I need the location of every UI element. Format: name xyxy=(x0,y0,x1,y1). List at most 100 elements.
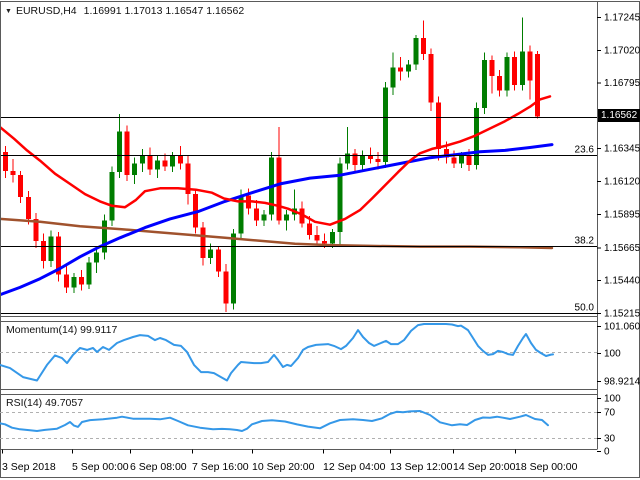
candle-body xyxy=(18,175,24,198)
momentum-axis-label: 101.0602 xyxy=(604,322,640,333)
rsi-axis-label: 70 xyxy=(604,408,616,419)
candle-body xyxy=(253,208,259,221)
candle-body xyxy=(147,154,153,170)
candle-body xyxy=(360,154,366,165)
candle-body xyxy=(132,163,138,176)
time-axis-label: 3 Sep 2018 xyxy=(2,461,56,473)
candle-body xyxy=(345,153,350,164)
time-axis-label: 10 Sep 20:00 xyxy=(252,461,315,473)
candle-body xyxy=(352,153,358,165)
chart-ohlc-values: 1.16991 1.17013 1.16547 1.16562 xyxy=(83,5,245,17)
chart-title: ▼ EURUSD,H4 1.16991 1.17013 1.16547 1.1656… xyxy=(5,5,244,17)
candle-body xyxy=(3,151,8,171)
candle-body xyxy=(428,54,434,103)
candle-body xyxy=(25,197,31,219)
rsi-axis-label: 100 xyxy=(604,394,621,405)
candle-body xyxy=(208,249,214,259)
candle-body xyxy=(527,51,533,81)
current-price-badge: 1.16562 xyxy=(598,109,640,122)
candle-body xyxy=(337,163,343,232)
price-axis-label: 1.15665 xyxy=(604,243,640,254)
candle-body xyxy=(413,38,419,65)
candle-body xyxy=(398,67,404,72)
rsi-indicator-label: RSI(14) 49.7057 xyxy=(6,397,84,409)
time-axis-label: 18 Sep 00:00 xyxy=(515,461,578,473)
candle-body xyxy=(238,195,244,234)
candle-body xyxy=(162,160,168,167)
candle-body xyxy=(405,64,411,72)
candle-body xyxy=(421,38,426,55)
candle-body xyxy=(307,223,312,235)
price-axis-label: 1.17020 xyxy=(604,45,640,56)
rsi-axis-label: 0 xyxy=(604,447,610,458)
candle-body xyxy=(519,51,525,85)
ma-fast-red-line xyxy=(0,95,552,226)
candle-body xyxy=(170,156,176,167)
candle-body xyxy=(94,252,100,263)
candle-body xyxy=(497,76,502,91)
symbol-marker-icon: ▼ xyxy=(5,8,12,15)
candle-body xyxy=(390,67,396,88)
candle-body xyxy=(155,160,160,170)
price-axis-label: 1.15215 xyxy=(604,308,640,319)
price-axis-label: 1.16120 xyxy=(604,176,640,187)
candle-body xyxy=(481,60,487,109)
candle-body xyxy=(185,163,191,195)
candle-body xyxy=(314,234,320,241)
candle-body xyxy=(63,274,69,288)
fib-level-label: 50.0 xyxy=(575,303,595,314)
time-axis-label: 13 Sep 12:00 xyxy=(390,461,453,473)
ma-slow-blue-line xyxy=(0,143,554,297)
candle-body xyxy=(459,156,464,164)
candle-body xyxy=(261,214,267,221)
fib-level-label: 23.6 xyxy=(575,145,595,156)
rsi-axis-label: 30 xyxy=(604,434,616,445)
candle-body xyxy=(231,233,236,304)
time-axis-label: 12 Sep 04:00 xyxy=(323,461,386,473)
candle-body xyxy=(504,57,510,91)
candle-body xyxy=(223,271,229,304)
candle-body xyxy=(10,170,16,176)
candle-body xyxy=(443,148,449,158)
price-axis-label: 1.16345 xyxy=(604,144,640,155)
candle-body xyxy=(535,54,540,117)
candle-body xyxy=(489,60,495,76)
candle-body xyxy=(117,131,122,173)
momentum-axis-label: 100 xyxy=(604,349,621,360)
candle-body xyxy=(139,154,145,164)
candle-body xyxy=(124,131,130,176)
price-axis-label: 1.15895 xyxy=(604,209,640,220)
candle-body xyxy=(215,249,221,272)
rsi-line xyxy=(0,410,549,432)
candle-body xyxy=(177,156,183,164)
fib-level-label: 38.2 xyxy=(575,236,595,247)
price-axis-label: 1.17245 xyxy=(604,13,640,24)
candle-body xyxy=(200,227,206,259)
candle-body xyxy=(375,159,381,162)
candle-body xyxy=(101,220,107,253)
ma-long-brown-line xyxy=(0,217,554,250)
candle-body xyxy=(276,157,282,221)
candle-body xyxy=(41,240,46,262)
candle-body xyxy=(48,236,54,262)
candle-body xyxy=(33,218,39,241)
candle-body xyxy=(474,108,480,165)
momentum-line xyxy=(0,323,554,382)
candle-body xyxy=(436,102,442,149)
candle-body xyxy=(451,157,457,164)
candle-body xyxy=(329,232,335,244)
time-axis-label: 5 Sep 00:00 xyxy=(72,461,129,473)
candle-body xyxy=(71,277,77,288)
momentum-axis-label: 98.9214 xyxy=(604,377,640,388)
candle-body xyxy=(367,154,373,160)
candle-body xyxy=(56,236,62,275)
candle-body xyxy=(466,156,472,165)
candle-body xyxy=(284,214,290,221)
candle-body xyxy=(512,57,518,85)
candle-body xyxy=(383,87,388,162)
price-axis-label: 1.15440 xyxy=(604,276,640,287)
candle-body xyxy=(79,277,84,285)
